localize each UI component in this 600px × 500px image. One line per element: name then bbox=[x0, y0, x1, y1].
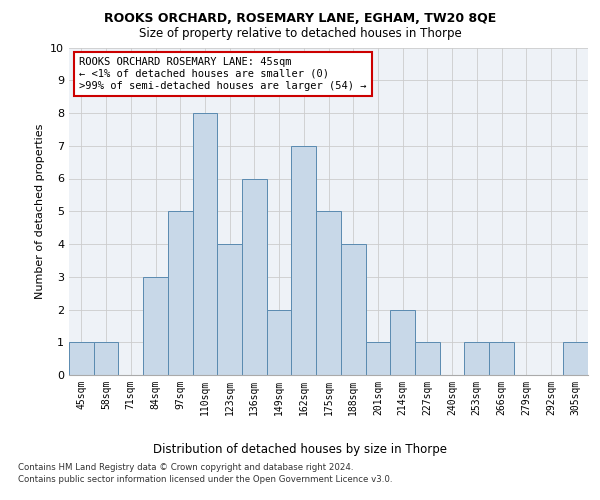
Bar bbox=[292, 146, 316, 375]
Bar bbox=[217, 244, 242, 375]
Bar bbox=[69, 342, 94, 375]
Text: Contains public sector information licensed under the Open Government Licence v3: Contains public sector information licen… bbox=[18, 475, 392, 484]
Bar bbox=[464, 342, 489, 375]
Bar bbox=[489, 342, 514, 375]
Bar bbox=[242, 178, 267, 375]
Text: Distribution of detached houses by size in Thorpe: Distribution of detached houses by size … bbox=[153, 442, 447, 456]
Y-axis label: Number of detached properties: Number of detached properties bbox=[35, 124, 44, 299]
Bar bbox=[563, 342, 588, 375]
Bar bbox=[193, 113, 217, 375]
Bar bbox=[316, 211, 341, 375]
Text: ROOKS ORCHARD ROSEMARY LANE: 45sqm
← <1% of detached houses are smaller (0)
>99%: ROOKS ORCHARD ROSEMARY LANE: 45sqm ← <1%… bbox=[79, 58, 367, 90]
Bar bbox=[94, 342, 118, 375]
Text: ROOKS ORCHARD, ROSEMARY LANE, EGHAM, TW20 8QE: ROOKS ORCHARD, ROSEMARY LANE, EGHAM, TW2… bbox=[104, 12, 496, 26]
Bar bbox=[168, 211, 193, 375]
Text: Contains HM Land Registry data © Crown copyright and database right 2024.: Contains HM Land Registry data © Crown c… bbox=[18, 462, 353, 471]
Bar bbox=[365, 342, 390, 375]
Bar bbox=[267, 310, 292, 375]
Bar bbox=[341, 244, 365, 375]
Bar bbox=[390, 310, 415, 375]
Text: Size of property relative to detached houses in Thorpe: Size of property relative to detached ho… bbox=[139, 28, 461, 40]
Bar bbox=[415, 342, 440, 375]
Bar bbox=[143, 277, 168, 375]
